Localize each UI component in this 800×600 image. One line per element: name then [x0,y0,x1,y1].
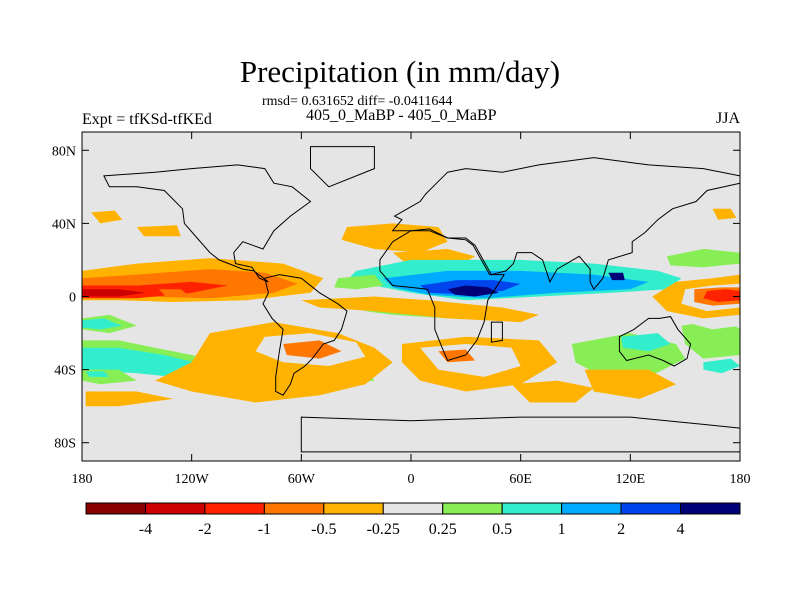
coastline-6 [490,321,503,343]
lat-tick-label: 80S [54,437,76,452]
axis-ticks: 80N 40N 0 40S 80S 180 120W 60W 0 60E 120E 180 [52,132,751,487]
lat-tick-label: 0 [69,291,76,306]
precip-region-34 [438,349,475,363]
colorbar-swatch-1 [85,502,146,515]
precip-region-48 [712,208,737,220]
map-panel: 80N 40N 0 40S 80S 180 120W 60W 0 60E 120E 180 [52,131,751,487]
precip-region-40 [703,358,740,374]
colorbar-swatch-4 [263,502,325,515]
lon-tick-label: 60W [288,472,316,487]
precip-region-39 [681,318,740,359]
precip-region-38 [621,333,671,352]
colorbar-swatch-5 [323,502,384,515]
precip-contour-layer [82,208,740,407]
lat-tick-label: 40S [54,364,76,379]
precip-region-16 [334,274,384,290]
coastline-3 [391,157,740,291]
precip-region-30 [283,340,342,359]
coastline-1 [103,164,312,283]
coastline-5 [618,316,692,367]
lon-tick-label: 120W [175,472,210,487]
lat-tick-label: 40N [52,217,76,232]
precip-region-45 [703,289,740,302]
colorbar-swatch-6 [382,502,444,515]
colorbar-label: 0.25 [429,521,457,538]
precip-region-23 [85,371,110,377]
precip-region-6 [158,289,188,297]
lat-tick-label: 80N [52,144,76,159]
colorbar-swatch-10 [620,502,682,515]
lon-tick-label: 120E [616,472,646,487]
colorbar-label: 2 [617,521,625,538]
precip-region-35 [511,380,594,403]
colorbar-label: -1 [258,521,271,538]
lon-tick-label: 180 [730,472,751,487]
colorbar-swatch-3 [204,502,265,515]
colorbar-swatch-8 [501,502,563,515]
coastline-8 [300,416,740,453]
coastline-4 [379,228,506,362]
colorbar-label: 4 [677,521,685,538]
precip-region-7 [91,210,123,224]
precip-region-31 [301,296,539,323]
colorbar-swatch-2 [144,502,206,515]
plot-subtitle: 405_0_MaBP - 405_0_MaBP [306,107,497,124]
plot-title: Precipitation (in mm/day) [239,54,561,89]
continent-outline-layer [103,146,740,453]
experiment-label: Expt = tfKSd-tfKEd [82,111,212,128]
colorbar-label: -0.5 [311,521,336,538]
precip-region-37 [584,369,676,399]
colorbar-label: 0.5 [492,521,512,538]
colorbar-label: -4 [139,521,152,538]
colorbar-label: 1 [558,521,566,538]
precip-region-47 [666,249,740,268]
colorbar-label: -2 [198,521,211,538]
lon-tick-label: 180 [72,472,93,487]
colorbar-swatch-11 [680,502,741,515]
lon-tick-label: 0 [408,472,415,487]
lon-tick-label: 60E [509,472,532,487]
colorbar-swatch-7 [442,502,503,515]
precip-region-27 [85,391,174,407]
colorbar-swatch-9 [561,502,622,515]
precip-region-14 [447,285,499,297]
colorbar-label: -0.25 [367,521,400,538]
colorbar: -4 -2 -1 -0.5 -0.25 0.25 0.5 1 2 4 [85,502,741,538]
precip-region-19 [82,318,123,330]
precip-region-5 [82,289,146,297]
precip-region-8 [136,225,181,237]
precip-region-15 [608,272,625,281]
coastline-2 [262,274,348,396]
rmsd-diff-stats: rmsd= 0.631652 diff= -0.0411644 [262,94,453,109]
season-label: JJA [715,110,740,127]
coastline-7 [310,146,375,188]
